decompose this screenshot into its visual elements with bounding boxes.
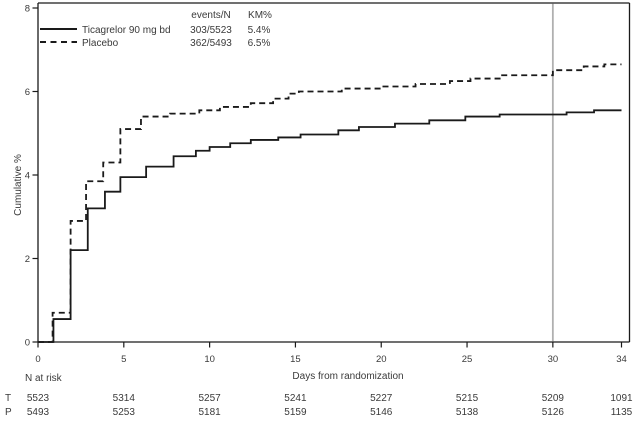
y-tick-label: 8: [25, 4, 30, 15]
risk-value-t-day0: 5523: [27, 393, 50, 404]
y-tick-label: 0: [25, 338, 30, 349]
risk-value-t-day5: 5314: [113, 393, 136, 404]
dynamic-layer: 0 2 4 6 8 0 5 10 15 20 25 30 34 5523 5314 5257 5241 5227 5…: [25, 4, 633, 419]
y-tick-label: 6: [25, 87, 30, 98]
risk-value-p-day10: 5181: [198, 407, 221, 418]
risk-value-p-day0: 5493: [27, 407, 50, 418]
placebo-km-value: 6.5%: [248, 38, 271, 49]
placebo-events-value: 362/5493: [190, 38, 232, 49]
legend-col-km-header: KM%: [248, 10, 272, 21]
risk-value-p-day20: 5146: [370, 407, 393, 418]
ticagrelor-curve: [38, 109, 622, 343]
x-tick-label: 0: [35, 354, 40, 365]
risk-value-t-day15: 5241: [284, 393, 307, 404]
risk-value-t-day20: 5227: [370, 393, 393, 404]
x-tick-label: 5: [121, 354, 126, 365]
risk-value-t-day25: 5215: [456, 393, 479, 404]
risk-value-p-day25: 5138: [456, 407, 479, 418]
risk-value-t-day10: 5257: [198, 393, 221, 404]
y-tick-label: 2: [25, 254, 30, 265]
placebo-curve: [38, 63, 622, 343]
risk-value-p-day15: 5159: [284, 407, 307, 418]
risk-value-p-day5: 5253: [113, 407, 136, 418]
y-axis-title: Cumulative %: [13, 154, 24, 216]
n-at-risk-table: N at risk T P: [5, 373, 63, 418]
ticagrelor-events-value: 303/5523: [190, 25, 232, 36]
x-axis-title: Days from randomization: [292, 371, 403, 382]
ticagrelor-km-value: 5.4%: [248, 25, 271, 36]
legend-col-events-header: events/N: [191, 10, 230, 21]
risk-row-label-placebo: P: [5, 407, 12, 418]
risk-value-p-day30: 5126: [542, 407, 565, 418]
x-tick-label: 34: [616, 354, 627, 365]
risk-row-label-ticagrelor: T: [5, 393, 11, 404]
placebo-legend-label: Placebo: [82, 38, 119, 49]
plot-frame: [37, 2, 631, 343]
y-tick-label: 4: [25, 171, 30, 182]
x-tick-label: 20: [376, 354, 387, 365]
x-tick-label: 30: [548, 354, 559, 365]
x-tick-label: 25: [462, 354, 473, 365]
x-tick-label: 15: [290, 354, 301, 365]
risk-value-t-day34: 1091: [610, 393, 633, 404]
risk-value-p-day34: 1135: [611, 407, 633, 418]
risk-value-t-day30: 5209: [542, 393, 565, 404]
legend: Ticagrelor 90 mg bd Placebo events/N KM%…: [40, 10, 272, 49]
ticagrelor-legend-label: Ticagrelor 90 mg bd: [82, 25, 171, 36]
n-at-risk-header: N at risk: [25, 373, 63, 384]
x-tick-label: 10: [204, 354, 215, 365]
